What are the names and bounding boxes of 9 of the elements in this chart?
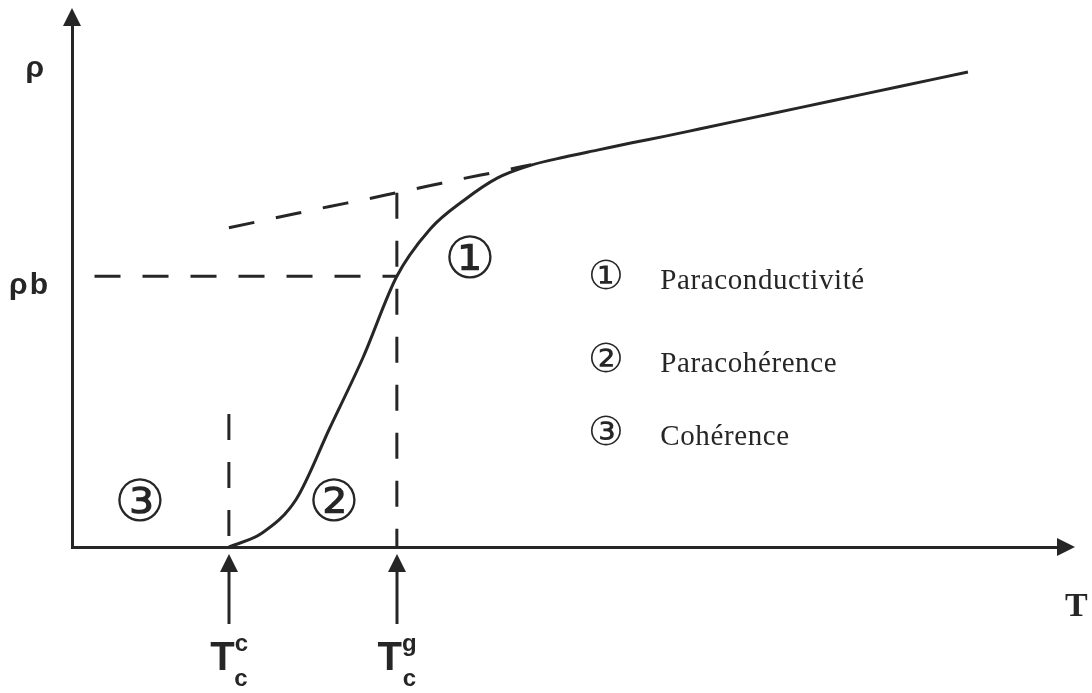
x-axis-title: T [1065, 586, 1088, 623]
annotation: ③ [114, 467, 166, 535]
annotation: ③ Cohérence [588, 408, 790, 456]
annotation: ② Paracohérence [588, 335, 838, 383]
y-axis-title: ρ [24, 50, 44, 83]
annotation: ② [308, 467, 360, 535]
text: ρb [8, 267, 50, 300]
annotation: ① [444, 224, 496, 292]
annotation: ① Paraconductivité [588, 252, 865, 300]
